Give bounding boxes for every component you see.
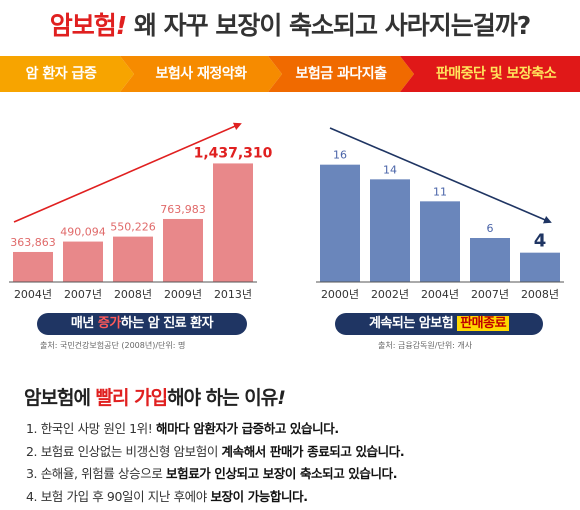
- reasons-list: 1. 한국인 사망 원인 1위! 해마다 암환자가 급증하고 있습니다. 2. …: [26, 418, 405, 509]
- value-label-3: 550,226: [110, 221, 156, 234]
- flow-step-4: 판매중단 및 보장축소: [435, 66, 557, 82]
- flow-step-1: 암 환자 급증: [25, 66, 97, 82]
- category-label-5: 2008년: [521, 288, 559, 301]
- flow-step-2: 보험사 재정악화: [155, 66, 247, 82]
- reason-item-2: 2. 보험료 인상없는 비갱신형 암보험이 계속해서 판매가 종료되고 있습니다…: [26, 441, 405, 464]
- bar-5: [520, 252, 560, 282]
- reasons-title: 암보험에 빨리 가입해야 하는 이유!: [24, 383, 286, 410]
- caption-pre: 매년: [70, 316, 98, 331]
- value-label-3: 11: [433, 185, 447, 198]
- bar-1: [13, 251, 53, 282]
- reason-text: 2. 보험료 인상없는 비갱신형 암보험이: [26, 443, 222, 459]
- reason-bold: 보장이 가능합니다.: [210, 488, 308, 504]
- category-label-3: 2008년: [114, 288, 152, 301]
- trend-arrow: [13, 122, 242, 223]
- cancer-patients-chart: 363,863 2004년 490,094 2007년 550,226 2008년 763,…: [0, 110, 290, 310]
- caption-post: 하는 암 진료 환자: [120, 316, 214, 331]
- flow-arrows: [0, 56, 580, 92]
- headline: 암보험! 왜 자꾸 보장이 축소되고 사라지는걸까?: [0, 6, 580, 42]
- headline-bang: !: [115, 11, 127, 40]
- reasons-title-post: 해야 하는 이유: [167, 387, 278, 409]
- headline-accent: 암보험: [49, 11, 117, 40]
- value-label-4: 763,983: [160, 203, 206, 216]
- reason-item-4: 4. 보험 가입 후 90일이 지난 후에야 보장이 가능합니다.: [26, 486, 404, 509]
- reasons-title-highlight: 빨리 가입: [95, 387, 169, 409]
- value-label-1: 16: [333, 149, 347, 162]
- bar-3: [420, 201, 460, 282]
- insurance-discontinued-source: 출처: 금융감독원/단위: 개사: [378, 341, 473, 350]
- bar-5: [213, 163, 253, 282]
- flow-step-shape-2: [120, 56, 282, 92]
- flow-step-shape-1: [0, 56, 134, 92]
- flow-step-3: 보험금 과다지출: [295, 66, 387, 82]
- value-label-2: 14: [383, 163, 397, 176]
- category-label-2: 2002년: [371, 288, 409, 301]
- category-label-5: 2013년: [214, 288, 252, 301]
- insurance-discontinued-caption: 계속되는 암보험 판매종료: [335, 313, 543, 335]
- cancer-patients-source: 출처: 국민건강보험공단 (2008년)/단위: 명: [40, 341, 186, 350]
- category-label-3: 2004년: [421, 288, 459, 301]
- category-label-2: 2007년: [64, 288, 102, 301]
- reason-bold: 보험료가 인상되고 보장이 축소되고 있습니다.: [166, 466, 398, 481]
- reason-item-3: 3. 손해율, 위험률 상승으로 보험료가 인상되고 보장이 축소되고 있습니다…: [26, 463, 404, 486]
- reason-text: 3. 손해율, 위험률 상승으로: [26, 466, 166, 481]
- flow-step-shape-4: [400, 56, 580, 92]
- caption-pre: 계속되는 암보험: [368, 316, 458, 331]
- cancer-patients-bar-chart: 363,863 2004년 490,094 2007년 550,226 2008년 763,…: [9, 122, 273, 301]
- category-label-1: 2000년: [321, 288, 359, 301]
- category-label-4: 2007년: [471, 288, 509, 301]
- reason-bold: 계속해서 판매가 종료되고 있습니다.: [221, 443, 405, 459]
- trend-arrow: [329, 127, 552, 224]
- insurance-discontinued-bar-chart: 16 2000년 14 2002년 11 2004년 6 2007년 4 2008년: [316, 127, 564, 301]
- reason-text: 4. 보험 가입 후 90일이 지난 후에야: [26, 488, 211, 504]
- category-label-1: 2004년: [14, 288, 52, 301]
- reason-item-1: 1. 한국인 사망 원인 1위! 해마다 암환자가 급증하고 있습니다.: [26, 418, 404, 441]
- cancer-patients-caption: 매년 증가하는 암 진료 환자: [37, 313, 247, 335]
- headline-text: 왜 자꾸 보장이 축소되고 사라지는걸까?: [133, 11, 531, 40]
- flow-step-shape-3: [268, 56, 414, 92]
- caption-highlight: 증가: [97, 316, 121, 331]
- cause-flow-banner: 암 환자 급증 보험사 재정악화 보험금 과다지출 판매중단 및 보장축소: [0, 56, 580, 92]
- category-label-4: 2009년: [164, 288, 202, 301]
- bar-4: [163, 218, 203, 282]
- bar-3: [113, 236, 153, 282]
- bar-1: [320, 164, 360, 282]
- reason-bold: 해마다 암환자가 급증하고 있습니다.: [155, 421, 339, 436]
- value-label-5: 4: [534, 231, 547, 252]
- reasons-title-bang: !: [277, 387, 286, 409]
- value-label-1: 363,863: [10, 236, 56, 249]
- insurance-discontinued-chart: 16 2000년 14 2002년 11 2004년 6 2007년 4 2008년: [290, 110, 580, 310]
- reasons-title-pre: 암보험에: [24, 387, 96, 409]
- caption-highlight: 판매종료: [457, 316, 510, 331]
- value-label-4: 6: [487, 222, 494, 235]
- value-label-2: 490,094: [60, 226, 106, 239]
- value-label-5: 1,437,310: [194, 145, 273, 161]
- bar-2: [370, 179, 410, 282]
- bar-2: [63, 241, 103, 282]
- bar-4: [470, 238, 510, 282]
- reason-text: 1. 한국인 사망 원인 1위!: [26, 421, 156, 436]
